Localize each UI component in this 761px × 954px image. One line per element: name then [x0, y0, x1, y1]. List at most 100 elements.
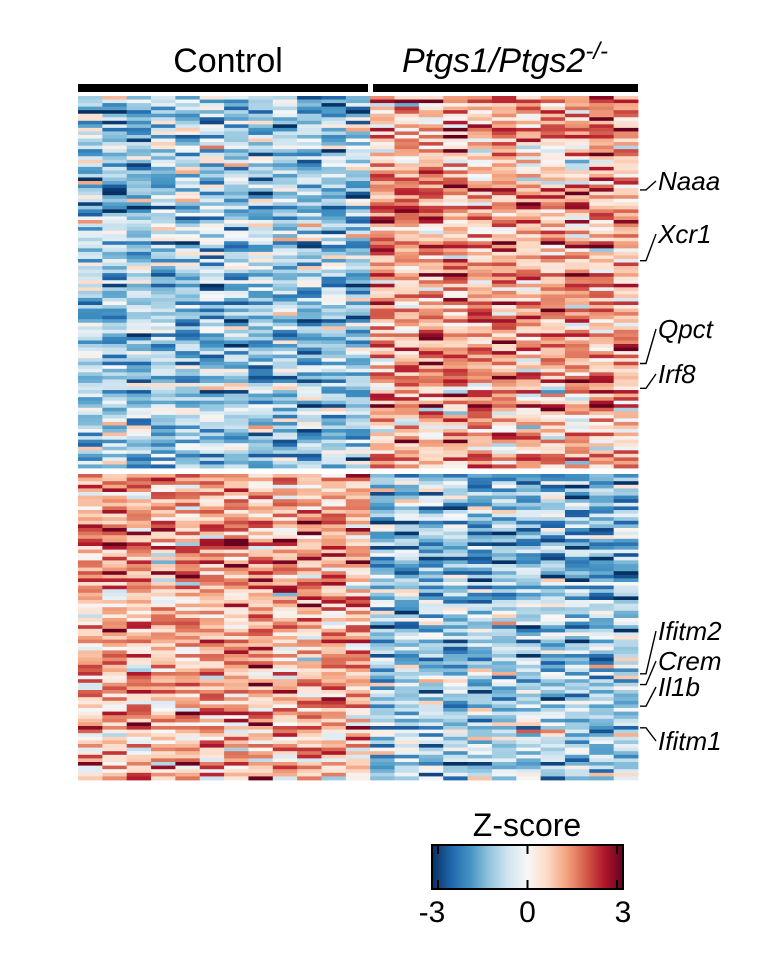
heatmap-cell — [272, 375, 298, 380]
heatmap-cell — [126, 506, 152, 511]
heatmap-cell — [467, 230, 493, 235]
heatmap-cell — [224, 578, 249, 583]
heatmap-cell — [589, 639, 615, 644]
heatmap-cell — [370, 549, 395, 554]
heatmap-cell — [589, 227, 615, 232]
heatmap-cell — [589, 481, 615, 486]
heatmap-cell — [297, 358, 322, 363]
heatmap-cell — [516, 404, 542, 409]
heatmap-cell — [321, 429, 347, 433]
heatmap-cell — [102, 382, 128, 387]
heatmap-cell — [345, 216, 371, 221]
heatmap-cell — [418, 258, 444, 263]
heatmap-cell — [224, 542, 249, 547]
heatmap-cell — [248, 106, 274, 111]
heatmap-cell — [102, 436, 128, 441]
heatmap-cell — [589, 134, 615, 139]
heatmap-cell — [248, 729, 274, 734]
heatmap-cell — [248, 258, 274, 263]
heatmap-cell — [126, 729, 152, 734]
heatmap-cell — [151, 600, 176, 604]
heatmap-cell — [467, 672, 493, 676]
heatmap-cell — [297, 223, 322, 228]
heatmap-cell — [248, 269, 274, 274]
heatmap-cell — [248, 138, 274, 143]
heatmap-cell — [540, 308, 566, 313]
heatmap-cell — [297, 308, 322, 313]
heatmap-cell — [248, 273, 274, 278]
heatmap-cell — [321, 564, 347, 568]
heatmap-cell — [370, 96, 395, 100]
heatmap-cell — [491, 436, 517, 441]
heatmap-cell — [102, 510, 128, 514]
heatmap-cell — [370, 747, 395, 752]
heatmap-cell — [491, 531, 517, 536]
heatmap-cell — [394, 553, 420, 558]
heatmap-cell — [224, 414, 249, 419]
heatmap-cell — [467, 495, 493, 500]
heatmap-cell — [345, 621, 371, 626]
heatmap-cell — [175, 618, 201, 622]
heatmap-cell — [199, 266, 225, 270]
heatmap-cell — [297, 531, 322, 536]
heatmap-cell — [418, 726, 444, 730]
heatmap-cell — [491, 195, 517, 200]
heatmap-cell — [540, 131, 566, 136]
heatmap-cell — [151, 262, 176, 267]
heatmap-cell — [199, 549, 225, 554]
heatmap-cell — [443, 592, 468, 597]
heatmap-cell — [175, 439, 201, 444]
heatmap-cell — [418, 326, 444, 331]
heatmap-cell — [467, 747, 493, 752]
heatmap-cell — [613, 223, 639, 228]
heatmap-cell — [564, 776, 590, 781]
heatmap-cell — [394, 690, 420, 694]
heatmap-cell — [297, 679, 322, 684]
heatmap-cell — [151, 414, 176, 419]
heatmap-cell — [126, 216, 152, 221]
heatmap-cell — [248, 524, 274, 529]
heatmap-cell — [248, 657, 274, 662]
heatmap-cell — [564, 386, 590, 391]
heatmap-cell — [199, 646, 225, 651]
heatmap-cell — [151, 358, 176, 363]
heatmap-cell — [297, 582, 322, 586]
heatmap-cell — [248, 556, 274, 561]
heatmap-cell — [224, 751, 249, 756]
heatmap-cell — [516, 600, 542, 604]
heatmap-cell — [613, 528, 639, 532]
heatmap-cell — [491, 697, 517, 702]
heatmap-cell — [78, 664, 103, 669]
heatmap-cell — [248, 220, 274, 224]
heatmap-cell — [418, 202, 444, 207]
heatmap-cell — [151, 425, 176, 430]
heatmap-cell — [613, 704, 639, 709]
heatmap-cell — [78, 124, 103, 129]
heatmap-cell — [224, 776, 249, 781]
heatmap-cell — [272, 636, 298, 640]
heatmap-cell — [370, 99, 395, 104]
heatmap-cell — [443, 220, 468, 224]
heatmap-cell — [443, 776, 468, 781]
heatmap-cell — [540, 618, 566, 622]
heatmap-cell — [297, 693, 322, 698]
heatmap-cell — [491, 556, 517, 561]
heatmap-cell — [199, 538, 225, 543]
heatmap-cell — [175, 571, 201, 576]
heatmap-cell — [78, 672, 103, 676]
heatmap-cell — [224, 432, 249, 437]
heatmap-cell — [175, 269, 201, 274]
heatmap-cell — [418, 347, 444, 352]
heatmap-cell — [78, 103, 103, 108]
heatmap-cell — [540, 177, 566, 182]
heatmap-cell — [272, 481, 298, 486]
heatmap-cell — [224, 149, 249, 154]
heatmap-cell — [126, 429, 152, 433]
heatmap-cell — [443, 106, 468, 111]
heatmap-cell — [516, 538, 542, 543]
heatmap-cell — [613, 718, 639, 723]
heatmap-cell — [321, 404, 347, 409]
heatmap-cell — [418, 520, 444, 525]
heatmap-cell — [564, 453, 590, 458]
heatmap-cell — [175, 255, 201, 260]
